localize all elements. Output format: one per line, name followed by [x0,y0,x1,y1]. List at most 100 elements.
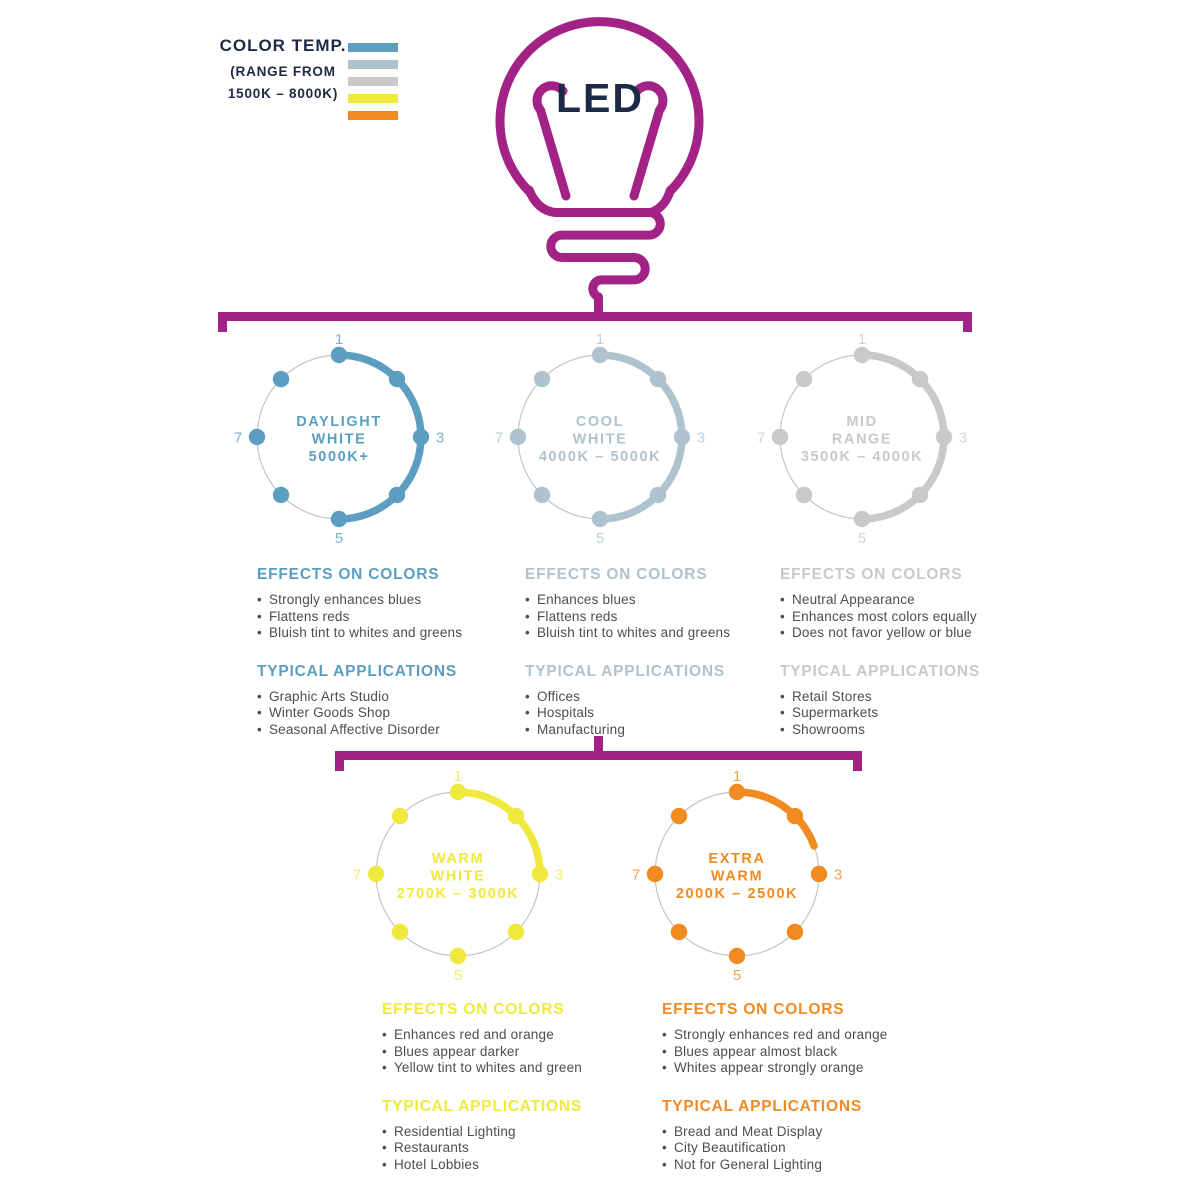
dial-dot [670,807,688,825]
list-item: Retail Stores [780,689,1060,706]
dial-name-line2: WARM [711,869,763,885]
dial-dot [853,346,871,364]
dial-dot [507,923,525,941]
list-item: Bread and Meat Display [662,1124,942,1141]
temp-dial: 1 3 5 7 EXTRA WARM 2000K – 2500K [632,768,842,984]
legend-bar-warm [348,94,398,103]
effects-heading: EFFECTS ON COLORS [382,1001,565,1018]
list-item: Manufacturing [525,722,805,739]
tick-1: 1 [733,768,741,785]
led-label: LED [556,75,644,121]
dial-dot [367,865,385,883]
list-item: Does not favor yellow or blue [780,625,1060,642]
temp-dial: 1 3 5 7 COOL WHITE 4000K – 5000K [495,331,705,547]
info-mid-range: EFFECTS ON COLORS Neutral Appearance Enh… [780,566,1060,759]
tick-5: 5 [596,530,604,547]
dial-dot [649,370,667,388]
applications-list: Graphic Arts Studio Winter Goods Shop Se… [257,689,537,739]
connector-bottom-left-tick [335,751,344,771]
dial-dot [391,923,409,941]
dial-dots [771,346,953,528]
temp-dial: 1 3 5 7 WARM WHITE 2700K – 3000K [353,768,563,984]
tick-7: 7 [757,430,765,447]
led-bulb-icon: LED [495,17,704,317]
dial-dot [771,428,789,446]
effects-list: Enhances red and orange Blues appear dar… [382,1027,662,1077]
legend-subtitle-line2: 1500K – 8000K) [227,86,339,101]
dial-dot [795,370,813,388]
effects-heading: EFFECTS ON COLORS [780,566,963,583]
tick-7: 7 [234,430,242,447]
legend-color-bars [348,43,398,128]
list-item: Supermarkets [780,705,1060,722]
dial-cool-white: 1 3 5 7 COOL WHITE 4000K – 5000K [488,325,712,549]
tick-7: 7 [353,867,361,884]
dial-dot [670,923,688,941]
list-item: Not for General Lighting [662,1157,942,1174]
list-item: Whites appear strongly orange [662,1060,942,1077]
list-item: Showrooms [780,722,1060,739]
dial-daylight-white: 1 3 5 7 DAYLIGHT WHITE 5000K+ [227,325,451,549]
connector-bottom-stub [594,736,603,752]
bulb-filament-right [629,81,668,201]
list-item: Winter Goods Shop [257,705,537,722]
list-item: Enhances blues [525,592,805,609]
bulb-filament-left [532,81,571,201]
dial-name-line1: EXTRA [708,851,765,867]
list-item: Flattens reds [257,609,537,626]
dial-name-line2: WHITE [573,432,628,448]
dial-name-line1: MID [846,414,877,430]
dial-dots [509,346,691,528]
tick-5: 5 [335,530,343,547]
dial-dot [728,947,746,965]
list-item: Enhances red and orange [382,1027,662,1044]
dial-dot [330,510,348,528]
tick-5: 5 [858,530,866,547]
dial-dot [795,486,813,504]
effects-list: Enhances blues Flattens reds Bluish tint… [525,592,805,642]
connector-bracket-top [218,312,972,321]
dial-dots [646,783,828,965]
dial-dot [911,486,929,504]
tick-5: 5 [454,967,462,984]
dial-dot [810,865,828,883]
dial-range: 4000K – 5000K [539,449,661,465]
applications-list: Residential Lighting Restaurants Hotel L… [382,1124,662,1174]
dial-dot [673,428,691,446]
list-item: Enhances most colors equally [780,609,1060,626]
effects-heading: EFFECTS ON COLORS [257,566,440,583]
dial-dot [330,346,348,364]
list-item: Hotel Lobbies [382,1157,662,1174]
dial-dot [533,370,551,388]
info-warm-white: EFFECTS ON COLORS Enhances red and orang… [382,1001,662,1194]
list-item: Yellow tint to whites and green [382,1060,662,1077]
dial-dot [649,486,667,504]
dial-dot [646,865,664,883]
dial-dot [786,923,804,941]
tick-3: 3 [436,430,444,447]
list-item: Seasonal Affective Disorder [257,722,537,739]
applications-list: Bread and Meat Display City Beautificati… [662,1124,942,1174]
tick-1: 1 [858,331,866,348]
dial-dot [272,370,290,388]
temp-dial: 1 3 5 7 MID RANGE 3500K – 4000K [757,331,967,547]
effects-list: Neutral Appearance Enhances most colors … [780,592,1060,642]
dial-name-line2: WHITE [431,869,486,885]
dial-dot [853,510,871,528]
dial-warm-white: 1 3 5 7 WARM WHITE 2700K – 3000K [346,762,570,986]
list-item: Graphic Arts Studio [257,689,537,706]
dial-name-line1: DAYLIGHT [296,414,382,430]
list-item: Offices [525,689,805,706]
dial-name-line2: RANGE [832,432,892,448]
dial-dot [935,428,953,446]
dial-dot [911,370,929,388]
effects-heading: EFFECTS ON COLORS [525,566,708,583]
dial-range: 2700K – 3000K [397,886,519,902]
legend-bar-mid [348,77,398,86]
legend-subtitle-line1: (RANGE FROM [230,64,336,79]
connector-bracket-bottom [335,751,862,760]
list-item: Neutral Appearance [780,592,1060,609]
applications-heading: TYPICAL APPLICATIONS [257,662,458,680]
info-daylight-white: EFFECTS ON COLORS Strongly enhances blue… [257,566,537,759]
dial-dot [248,428,266,446]
